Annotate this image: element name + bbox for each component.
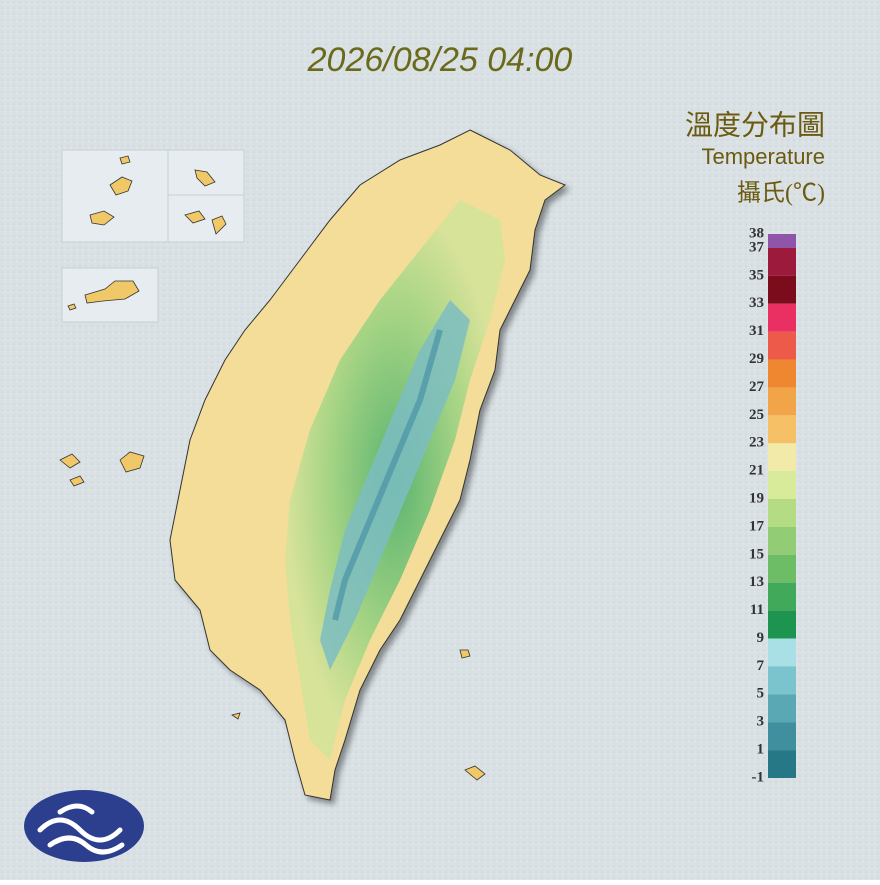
legend-tick-label: 7 [757, 658, 765, 674]
legend-band [768, 359, 796, 388]
legend-tick-label: 3 [757, 714, 765, 730]
legend-band [768, 303, 796, 332]
inset-boxes [61, 149, 245, 323]
legend-tick-label: 37 [749, 239, 765, 255]
legend-tick-label: 11 [750, 602, 764, 618]
legend-tick-label: 27 [749, 379, 765, 395]
legend-tick-label: 17 [749, 518, 765, 534]
legend-band [768, 750, 796, 778]
legend-band [768, 275, 796, 304]
legend-band [768, 234, 796, 248]
legend-band [768, 610, 796, 639]
legend-band [768, 638, 796, 667]
legend-tick-label: 19 [749, 490, 764, 506]
legend-tick-label: 15 [749, 546, 764, 562]
legend-band [768, 722, 796, 751]
legend-tick-label: 21 [749, 463, 764, 479]
legend-band [768, 526, 796, 555]
legend-tick-label: 33 [749, 295, 764, 311]
legend-tick-label: 13 [749, 574, 764, 590]
legend-band [768, 582, 796, 611]
legend-band [768, 443, 796, 472]
legend-band [768, 499, 796, 527]
legend-tick-label: 25 [749, 407, 764, 423]
legend-band [768, 387, 796, 416]
logo [24, 790, 144, 862]
map-title: 2026/08/25 04:00 [307, 41, 573, 79]
legend-tick-label: 31 [749, 323, 764, 339]
legend-tick-label: 9 [757, 630, 765, 646]
legend-title: 溫度分布圖 [685, 109, 825, 141]
legend-band [768, 694, 796, 723]
legend-unit: 攝氏(℃) [737, 180, 825, 207]
legend-tick-label: -1 [752, 769, 765, 785]
legend-band [768, 247, 796, 276]
legend-tick-label: 35 [749, 267, 764, 283]
taiwan-map [59, 129, 567, 801]
legend-tick-label: 23 [749, 435, 764, 451]
legend-subtitle: Temperature [701, 144, 825, 169]
legend-tick-label: 1 [757, 742, 765, 758]
legend-tick-label: 5 [757, 686, 765, 702]
legend-band [768, 471, 796, 500]
legend-band [768, 331, 796, 360]
legend-band [768, 554, 796, 583]
legend-band [768, 666, 796, 695]
legend-tick-label: 29 [749, 351, 764, 367]
legend-band [768, 415, 796, 444]
legend-tick-label: 38 [749, 225, 764, 241]
